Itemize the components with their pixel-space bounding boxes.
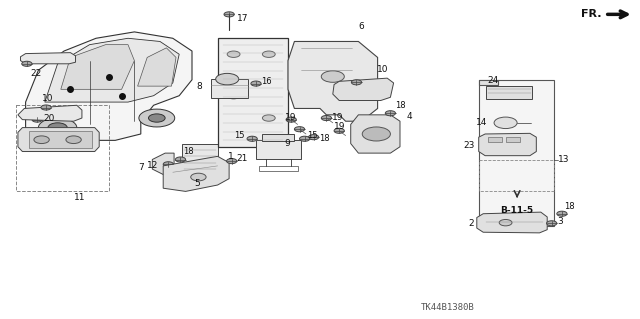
Circle shape [163, 162, 173, 167]
Bar [182, 144, 218, 175]
Bar [479, 80, 554, 226]
Circle shape [227, 51, 240, 57]
Text: 15: 15 [307, 131, 317, 140]
Bar [506, 137, 520, 142]
Text: B-11-5: B-11-5 [500, 206, 534, 215]
Circle shape [34, 136, 49, 144]
Text: 19: 19 [285, 113, 296, 122]
Polygon shape [288, 41, 378, 121]
Circle shape [148, 114, 165, 122]
Circle shape [321, 115, 332, 121]
Polygon shape [18, 128, 99, 152]
Polygon shape [61, 45, 134, 89]
Text: 16: 16 [261, 78, 272, 86]
Text: TK44B1380B: TK44B1380B [421, 303, 475, 312]
Polygon shape [163, 156, 229, 191]
Circle shape [66, 136, 81, 144]
Text: 12: 12 [147, 161, 159, 170]
Text: 18: 18 [396, 101, 406, 110]
Polygon shape [152, 153, 174, 175]
Circle shape [262, 115, 275, 121]
Circle shape [300, 136, 310, 141]
Circle shape [41, 105, 51, 110]
Polygon shape [479, 133, 536, 156]
Bar [29, 131, 92, 148]
Circle shape [48, 123, 67, 132]
Circle shape [175, 157, 186, 162]
Circle shape [216, 73, 239, 85]
Polygon shape [26, 32, 192, 140]
Text: FR.: FR. [581, 9, 602, 19]
Polygon shape [45, 38, 179, 102]
Text: 9: 9 [284, 139, 290, 148]
Text: 10: 10 [377, 65, 388, 74]
Circle shape [494, 117, 517, 129]
Circle shape [251, 81, 261, 86]
Text: 6: 6 [359, 22, 364, 31]
Bar [218, 38, 288, 147]
Text: 4: 4 [406, 112, 412, 121]
Text: 15: 15 [234, 131, 244, 140]
Text: 11: 11 [74, 193, 85, 202]
Circle shape [139, 109, 175, 127]
Circle shape [499, 219, 512, 226]
Polygon shape [18, 105, 82, 121]
Circle shape [227, 93, 240, 99]
Polygon shape [138, 48, 176, 86]
Text: 23: 23 [463, 141, 475, 150]
Circle shape [334, 128, 344, 133]
Text: 5: 5 [195, 179, 200, 188]
Bar [488, 137, 502, 142]
Circle shape [32, 117, 42, 122]
Text: 22: 22 [31, 69, 42, 78]
Bar [262, 134, 294, 141]
Text: 19: 19 [334, 122, 346, 131]
Text: 1: 1 [228, 152, 233, 160]
Text: 24: 24 [488, 76, 499, 85]
Text: 20: 20 [44, 114, 55, 122]
Circle shape [547, 221, 557, 226]
Bar [256, 140, 301, 159]
Text: 21: 21 [237, 154, 248, 163]
Polygon shape [477, 212, 547, 233]
Text: 14: 14 [476, 118, 488, 127]
Bar [211, 79, 248, 98]
Text: 8: 8 [196, 82, 202, 91]
Circle shape [191, 173, 206, 181]
Text: 18: 18 [319, 134, 330, 143]
Bar [16, 105, 109, 191]
Circle shape [224, 12, 234, 17]
Bar [259, 166, 298, 171]
Circle shape [351, 80, 362, 85]
Bar [479, 160, 554, 191]
Polygon shape [20, 53, 76, 64]
Text: 19: 19 [332, 113, 343, 122]
Text: 2: 2 [468, 219, 474, 228]
Circle shape [308, 135, 319, 140]
Text: 10: 10 [42, 94, 54, 103]
Polygon shape [479, 80, 498, 85]
Circle shape [321, 71, 344, 82]
Circle shape [385, 111, 396, 116]
Circle shape [227, 159, 237, 164]
Polygon shape [333, 78, 394, 100]
Text: 18: 18 [183, 147, 194, 156]
Text: 18: 18 [564, 202, 575, 211]
Circle shape [38, 118, 77, 137]
Circle shape [286, 117, 296, 122]
Circle shape [362, 127, 390, 141]
Circle shape [262, 51, 275, 57]
Text: 17: 17 [237, 14, 248, 23]
Polygon shape [351, 115, 400, 153]
Text: 7: 7 [138, 163, 144, 172]
Text: 13: 13 [558, 155, 570, 164]
Bar [486, 86, 532, 99]
Text: 3: 3 [557, 217, 563, 226]
Circle shape [22, 61, 32, 66]
Circle shape [294, 127, 305, 132]
Circle shape [557, 211, 567, 216]
Circle shape [247, 136, 257, 141]
